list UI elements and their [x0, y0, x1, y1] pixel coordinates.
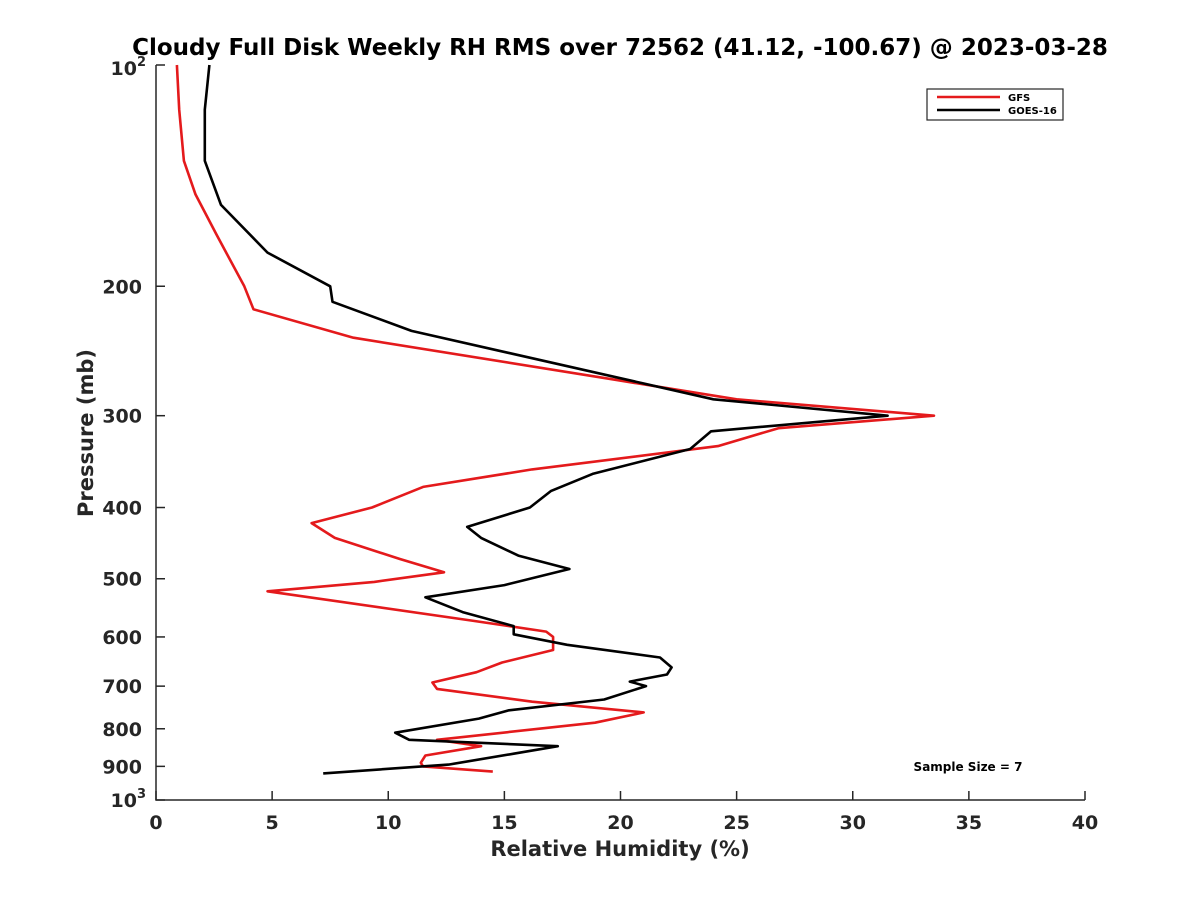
- x-axis-ticks: 0 5 10 15 20 25 30 35 40: [149, 791, 1098, 834]
- legend-label-gfs: GFS: [1008, 93, 1030, 104]
- y-tick-label: 300: [102, 406, 142, 428]
- chart-title: Cloudy Full Disk Weekly RH RMS over 7256…: [132, 35, 1108, 61]
- y-tick-label: 200: [102, 276, 142, 298]
- y-tick-exponent: 2: [137, 55, 146, 70]
- x-tick-label: 0: [149, 812, 162, 834]
- x-tick-label: 30: [840, 812, 866, 834]
- legend-label-goes-16: GOES-16: [1008, 106, 1057, 117]
- y-tick-label: 700: [102, 676, 142, 698]
- plot-area: 0 5 10 15 20 25 30 35 40 21020030040050060070080…: [102, 55, 1098, 834]
- y-axis-label: Pressure (mb): [74, 349, 98, 517]
- x-tick-label: 40: [1072, 812, 1098, 834]
- x-tick-label: 20: [607, 812, 633, 834]
- x-axis-label: Relative Humidity (%): [490, 837, 749, 861]
- y-tick-label: 900: [102, 756, 142, 778]
- x-tick-label: 10: [375, 812, 401, 834]
- y-tick-label: 600: [102, 627, 142, 649]
- x-tick-label: 25: [723, 812, 749, 834]
- y-tick-label: 10: [111, 790, 137, 812]
- x-tick-label: 5: [266, 812, 279, 834]
- series-line-goes-16: [203, 64, 889, 775]
- y-tick-label: 500: [102, 569, 142, 591]
- y-tick-label: 10: [111, 58, 137, 80]
- series-line-gfs: [175, 64, 936, 773]
- legend: GFS GOES-16: [926, 88, 1064, 121]
- sample-size-annotation: Sample Size = 7: [914, 760, 1023, 774]
- x-tick-label: 35: [956, 812, 982, 834]
- legend-box: [926, 88, 1064, 121]
- y-tick-exponent: 3: [137, 787, 146, 802]
- x-tick-label: 15: [491, 812, 517, 834]
- series-lines: [175, 64, 936, 775]
- y-tick-label: 400: [102, 498, 142, 520]
- y-tick-label: 800: [102, 719, 142, 741]
